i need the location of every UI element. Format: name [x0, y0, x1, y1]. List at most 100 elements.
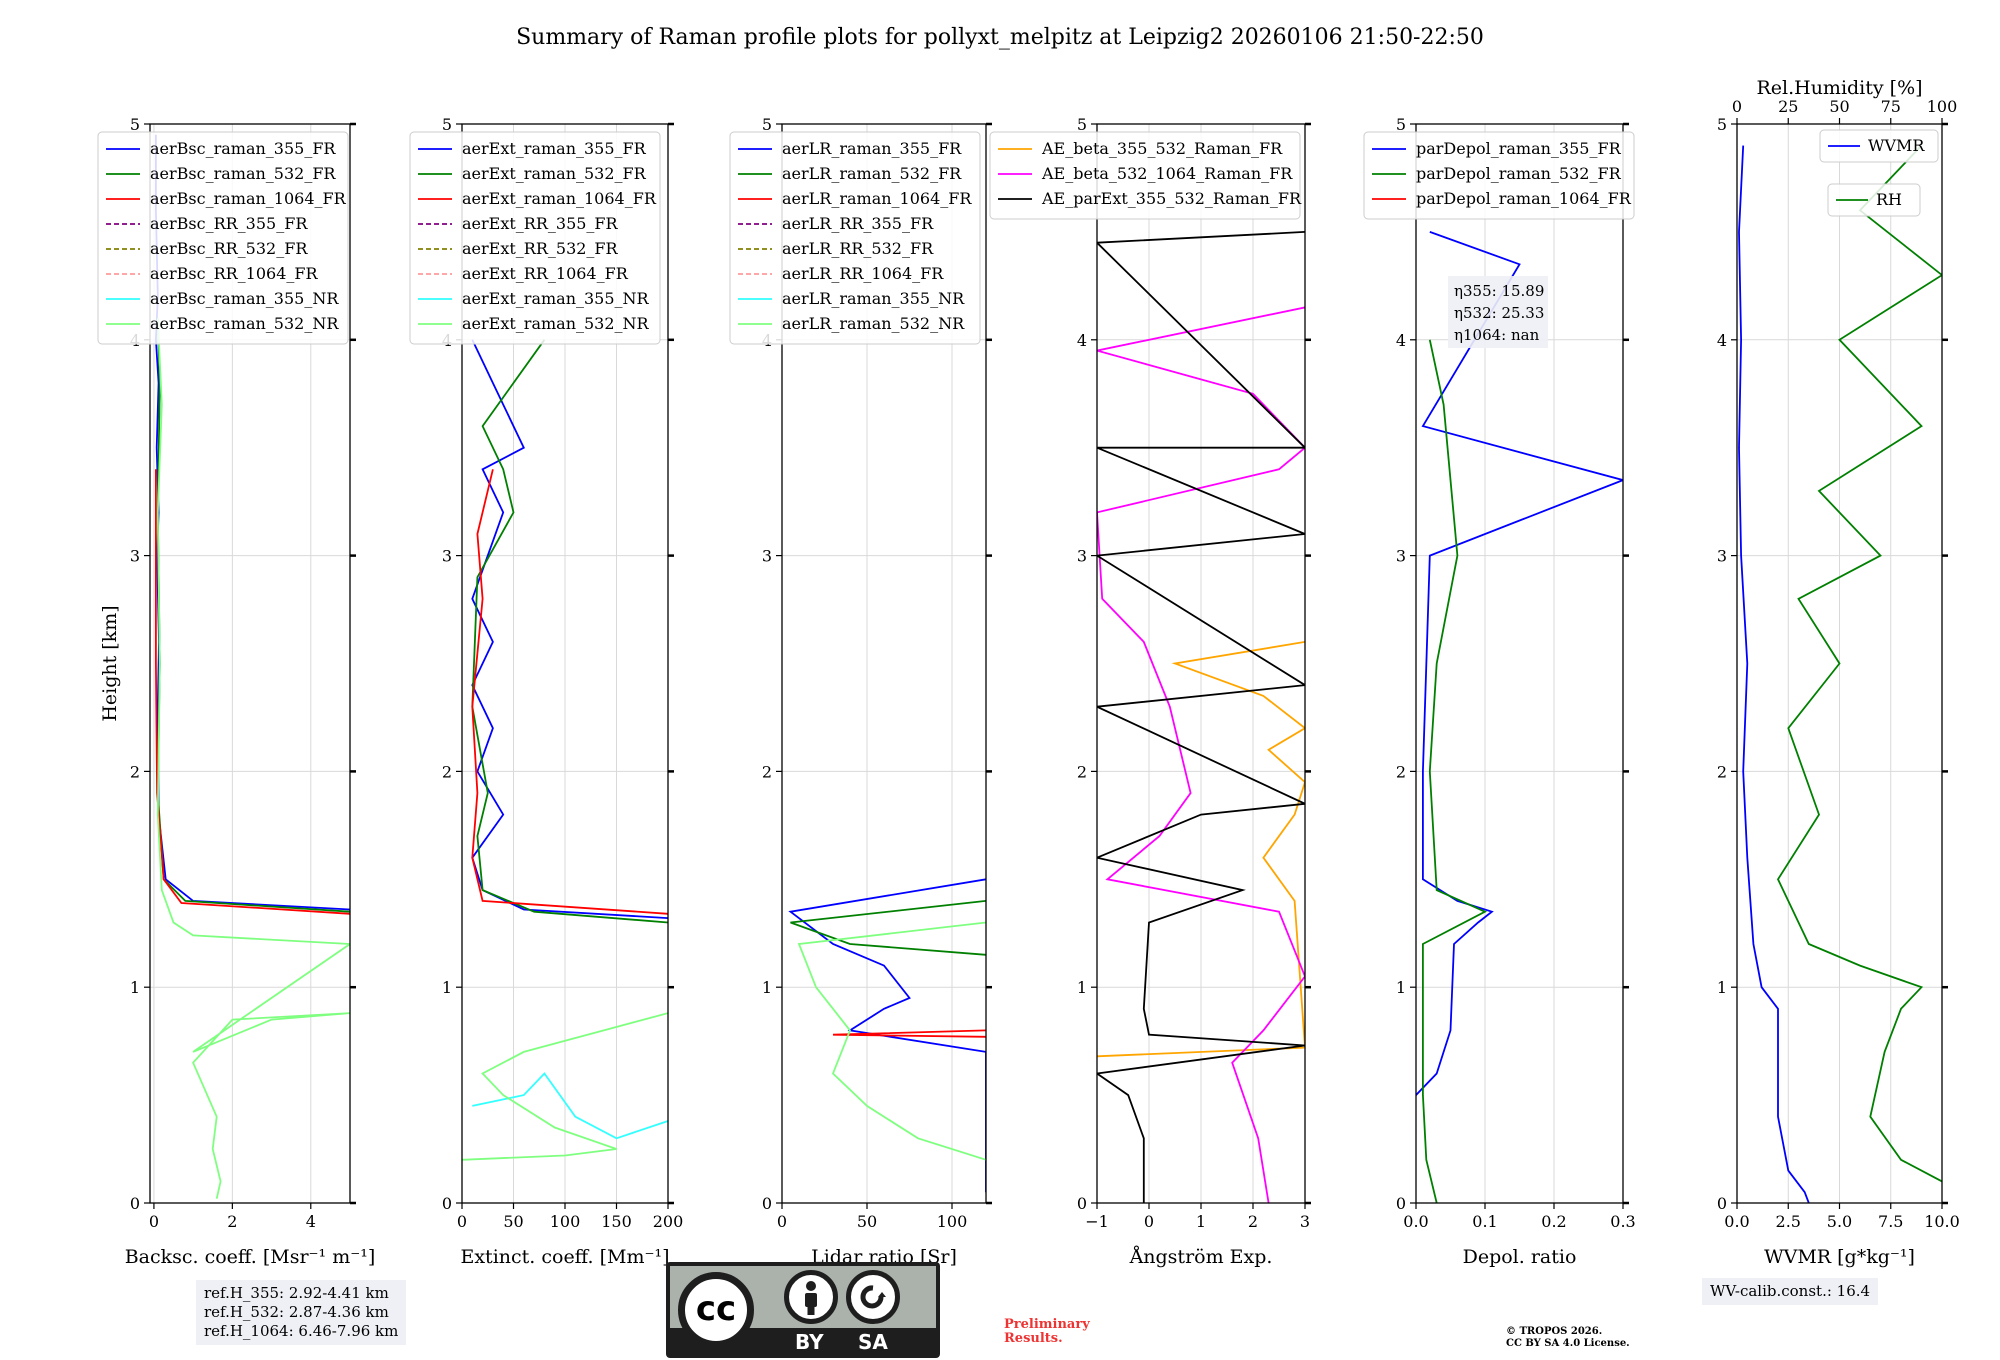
attribution-icon	[784, 1270, 838, 1324]
sa-label: SA	[858, 1330, 888, 1354]
legend-entry: aerExt_raman_355_NR	[462, 289, 650, 308]
y-tick-label: 0	[1396, 1194, 1406, 1213]
legend-box-wvmr	[1819, 129, 1939, 163]
y-tick-label: 1	[762, 978, 772, 997]
x-tick-label: 100	[937, 1212, 968, 1231]
series-line-aerBsc_raman_1064_FR	[155, 469, 350, 915]
y-tick-label: 2	[442, 762, 452, 781]
x2-tick-label: 50	[1829, 97, 1849, 116]
x-tick-label: 100	[550, 1212, 581, 1231]
series-line-aerExt_raman_355_FR	[471, 339, 668, 919]
eta-annotation-box	[1448, 276, 1548, 348]
legend-entry: WVMR	[1868, 136, 1925, 155]
series-line-aerBsc_raman_532_FR	[156, 318, 350, 913]
x-tick-label: 0	[777, 1212, 787, 1231]
y-tick-label: 0	[762, 1194, 772, 1213]
y-tick-label: 3	[130, 547, 140, 566]
x-tick-label: 0	[457, 1212, 467, 1231]
y-tick-label: 5	[130, 115, 140, 134]
series-line-parDepol_raman_532_FR	[1422, 339, 1488, 1203]
x-tick-label: 5.0	[1827, 1212, 1852, 1231]
legend-entry: parDepol_raman_1064_FR	[1416, 189, 1632, 208]
legend-entry: aerExt_raman_1064_FR	[462, 189, 657, 208]
ref-h-1064: ref.H_1064: 6.46-7.96 km	[204, 1322, 399, 1340]
y-tick-label: 1	[130, 978, 140, 997]
series-line-aerLR_raman_532_FR	[790, 900, 986, 956]
legend-entry: aerBsc_RR_1064_FR	[150, 264, 319, 283]
legend-box-rh	[1827, 183, 1921, 217]
x2-tick-label: 25	[1778, 97, 1798, 116]
chart-panel-5: 0 1 2 3 4 5 0.0 0.1 0.2 0.3 Depol. ratio parDepol_r…	[1363, 115, 1636, 1268]
x-tick-label: 4	[306, 1212, 316, 1231]
x-tick-label: 7.5	[1878, 1212, 1903, 1231]
x2-tick-label: 75	[1881, 97, 1901, 116]
legend-entry: parDepol_raman_532_FR	[1416, 164, 1622, 183]
legend-entry: aerExt_RR_1064_FR	[462, 264, 629, 283]
ref-h-532: ref.H_532: 2.87-4.36 km	[204, 1303, 389, 1321]
legend-entry: aerBsc_RR_532_FR	[150, 239, 308, 258]
x2-tick-label: 0	[1732, 97, 1742, 116]
y-tick-label: 5	[762, 115, 772, 134]
x-tick-label: 0	[149, 1212, 159, 1231]
legend-entry: aerExt_raman_532_NR	[462, 314, 650, 333]
legend-entry: aerLR_raman_1064_FR	[782, 189, 972, 208]
y-tick-label: 0	[1717, 1194, 1727, 1213]
x-tick-label: 50	[503, 1212, 523, 1231]
chart-panel-6: 0 1 2 3 4 5 0.0 2.5 5.0 7.5 10.0 0 25 50 75 100 Rel.Humi…	[1717, 77, 1960, 1268]
y-tick-label: 4	[1077, 331, 1087, 350]
series-line-AE_beta_355_532_Raman_FR	[1097, 641, 1305, 1058]
y-tick-label: 2	[1717, 762, 1727, 781]
x-tick-label: 10.0	[1924, 1212, 1960, 1231]
figure-title: Summary of Raman profile plots for polly…	[516, 25, 1484, 50]
x-tick-label: −1	[1085, 1212, 1109, 1231]
y-tick-label: 5	[1396, 115, 1406, 134]
axes-frame	[149, 123, 351, 1204]
y-tick-label: 3	[762, 547, 772, 566]
eta-annotation-line: η355: 15.89	[1454, 282, 1544, 300]
axes-frame	[781, 123, 987, 1204]
y-tick-label: 1	[442, 978, 452, 997]
series-line-aerExt_raman_1064_FR	[471, 469, 668, 915]
legend-box	[1363, 131, 1635, 220]
y-tick-label: 5	[442, 115, 452, 134]
y-tick-label: 2	[1396, 762, 1406, 781]
x-tick-label: 200	[653, 1212, 684, 1231]
x2-axis-label: Rel.Humidity [%]	[1756, 77, 1922, 99]
chart-panel-3: 012345050100Lidar ratio [Sr]aerLR_raman_…	[729, 115, 992, 1268]
y-tick-label: 4	[1717, 331, 1727, 350]
legend-entry: aerExt_RR_532_FR	[462, 239, 619, 258]
x-tick-label: 150	[601, 1212, 632, 1231]
x-tick-label: 2.5	[1776, 1212, 1801, 1231]
series-line-aerBsc_raman_532_NR	[156, 318, 350, 1199]
legend-entry: aerExt_RR_355_FR	[462, 214, 619, 233]
legend-entry: aerBsc_raman_532_NR	[150, 314, 339, 333]
x-tick-label: 1	[1196, 1212, 1206, 1231]
series-line-AE_parExt_355_532_Raman_FR	[1097, 231, 1305, 1203]
series-line-aerExt_raman_532_NR	[462, 1012, 668, 1161]
cc-by-sa-license-logo: cc BY SA	[666, 1262, 940, 1358]
legend-box	[989, 131, 1301, 220]
legend-entry: aerBsc_RR_355_FR	[150, 214, 308, 233]
legend-entry: aerLR_RR_1064_FR	[782, 264, 944, 283]
series-line-parDepol_raman_355_FR	[1416, 231, 1623, 1096]
y-tick-label: 3	[1396, 547, 1406, 566]
x-tick-label: 0.3	[1610, 1212, 1635, 1231]
legend-entry: aerBsc_raman_355_NR	[150, 289, 339, 308]
y-tick-label: 0	[442, 1194, 452, 1213]
x-axis-label: Ångström Exp.	[1129, 1246, 1273, 1268]
legend-entry: aerLR_raman_532_FR	[782, 164, 962, 183]
wv-calibration-box: WV-calib.const.: 16.4	[1702, 1278, 1879, 1305]
x-tick-label: 50	[857, 1212, 877, 1231]
y-tick-label: 1	[1717, 978, 1727, 997]
legend-box	[97, 131, 349, 345]
y-axis-label: Height [km]	[99, 605, 121, 721]
legend-entry: aerLR_raman_355_FR	[782, 139, 962, 158]
series-line-RH	[1776, 144, 1942, 1183]
reference-height-box: ref.H_355: 2.92-4.41 km ref.H_532: 2.87-…	[196, 1280, 407, 1345]
share-alike-icon	[846, 1270, 900, 1324]
legend-entry: aerBsc_raman_532_FR	[150, 164, 336, 183]
eta-annotation-line: η532: 25.33	[1454, 304, 1544, 322]
legend-entry: AE_beta_532_1064_Raman_FR	[1041, 164, 1293, 183]
series-line-aerLR_raman_355_FR	[788, 878, 986, 1193]
